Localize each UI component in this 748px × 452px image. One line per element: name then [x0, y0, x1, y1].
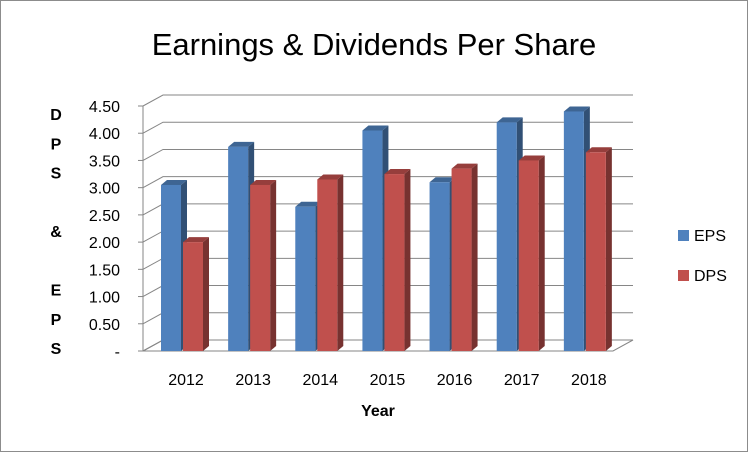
bar-dps-2014	[317, 174, 344, 351]
x-tick-label: 2016	[437, 372, 473, 389]
legend-label: DPS	[694, 268, 727, 285]
y-tick-label: 4.00	[89, 126, 120, 143]
y-tick-label: 1.00	[89, 290, 120, 307]
legend-label: EPS	[694, 228, 726, 245]
legend-item-eps: EPS	[678, 228, 726, 245]
x-tick-label: 2018	[571, 372, 607, 389]
bar-dps-2013	[250, 179, 277, 351]
y-axis-label-char: S	[51, 341, 62, 358]
x-tick-label: 2017	[504, 372, 540, 389]
chart-title: Earnings & Dividends Per Share	[152, 27, 597, 62]
x-tick-label: 2012	[168, 372, 204, 389]
x-tick-label: 2013	[235, 372, 271, 389]
y-axis-label-char: S	[51, 166, 62, 183]
y-tick-label: 4.50	[89, 99, 120, 116]
legend-swatch	[678, 270, 689, 281]
bar-dps-2016	[451, 163, 478, 351]
gridline	[142, 148, 633, 161]
bars	[161, 106, 612, 351]
bar-dps-2018	[585, 147, 612, 351]
y-axis-label-char: D	[50, 107, 62, 124]
y-tick-label: -	[115, 344, 120, 361]
y-axis-tick-labels: - 0.50 1.00 1.50 2.00 2.50 3.00 3.50 4.00 4.50	[89, 99, 120, 361]
y-tick-label: 1.50	[89, 262, 120, 279]
y-tick-label: 2.50	[89, 208, 120, 225]
y-tick-label: 3.50	[89, 153, 120, 170]
legend-swatch	[678, 230, 689, 241]
y-axis-label: DPS&EPS	[50, 107, 62, 358]
legend-item-dps: DPS	[678, 268, 727, 285]
y-axis-label-char: &	[50, 224, 62, 241]
y-tick-label: 2.00	[89, 235, 120, 252]
legend: EPS DPS	[678, 228, 727, 285]
y-tick-label: 0.50	[89, 317, 120, 334]
x-tick-label: 2014	[302, 372, 338, 389]
x-tick-label: 2015	[370, 372, 406, 389]
gridline	[142, 94, 633, 107]
bar-dps-2015	[384, 169, 411, 351]
y-tick-label: 3.00	[89, 181, 120, 198]
gridline	[142, 121, 633, 134]
y-axis-label-char: P	[51, 136, 62, 153]
bar-dps-2012	[183, 237, 209, 351]
x-axis-tick-labels: 2012 2013 2014 2015 2016 2017 2018	[168, 372, 607, 389]
x-axis-label: Year	[361, 403, 395, 420]
y-axis-label-char: P	[51, 312, 62, 329]
bar-dps-2017	[518, 155, 545, 351]
y-axis-label-char: E	[51, 283, 62, 300]
